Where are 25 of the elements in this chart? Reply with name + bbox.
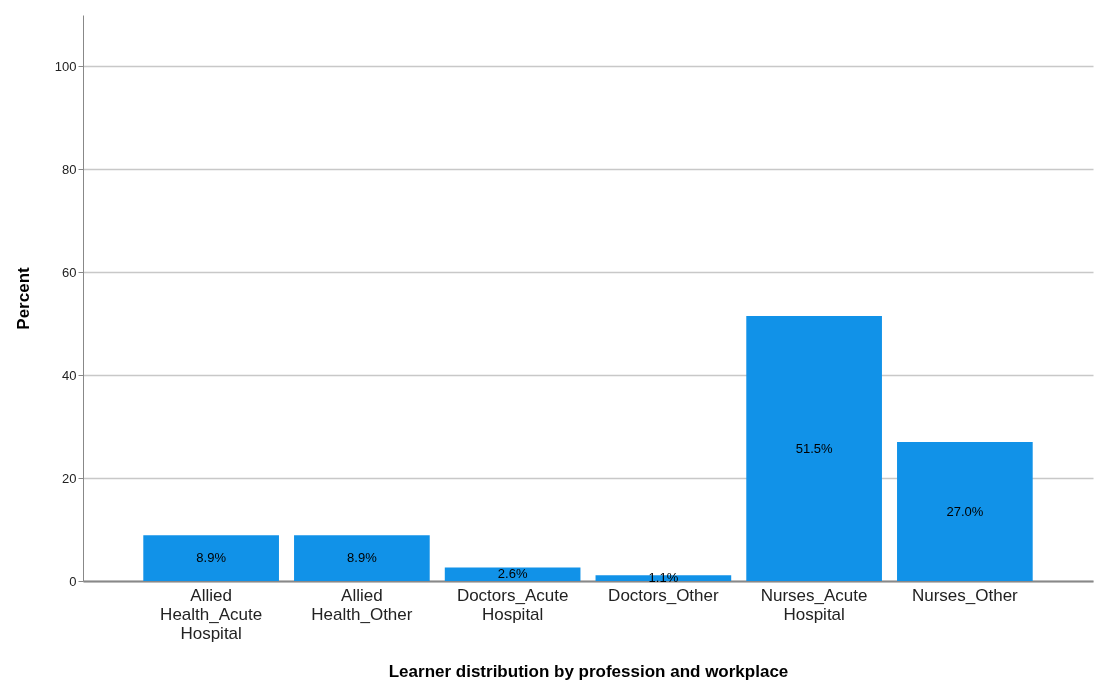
y-tick-label: 60 [62,264,77,280]
x-tick-label: Allied Health_Acute Hospital [160,585,263,643]
x-tick-label: Allied Health_Other [311,585,413,624]
x-tick-label: Doctors_Other [608,585,719,605]
bar [595,575,732,581]
data-label: 2.6% [497,566,528,582]
x-tick-label: Doctors_Acute Hospital [456,585,569,624]
y-tick-label: 80 [62,161,77,177]
bar [294,535,430,581]
data-label: 1.1% [648,570,679,586]
x-tick-label: Nurses_Other [911,585,1019,605]
y-tick-label: 20 [62,470,77,486]
bar [746,316,882,581]
x-axis-title: Learner distribution by profession and workplace [388,661,789,681]
y-axis-title: Percent [13,266,33,330]
data-label: 51.5% [795,440,833,456]
x-tick-label: Nurses_Acute Hospital [760,585,868,624]
y-tick-label: 100 [54,58,77,74]
bar [897,442,1033,581]
data-label: 27.0% [946,503,984,519]
data-label: 8.9% [196,550,227,566]
bar [143,535,279,581]
y-tick-label: 40 [62,367,77,383]
y-tick-label: 0 [69,573,77,589]
data-label: 8.9% [347,550,378,566]
